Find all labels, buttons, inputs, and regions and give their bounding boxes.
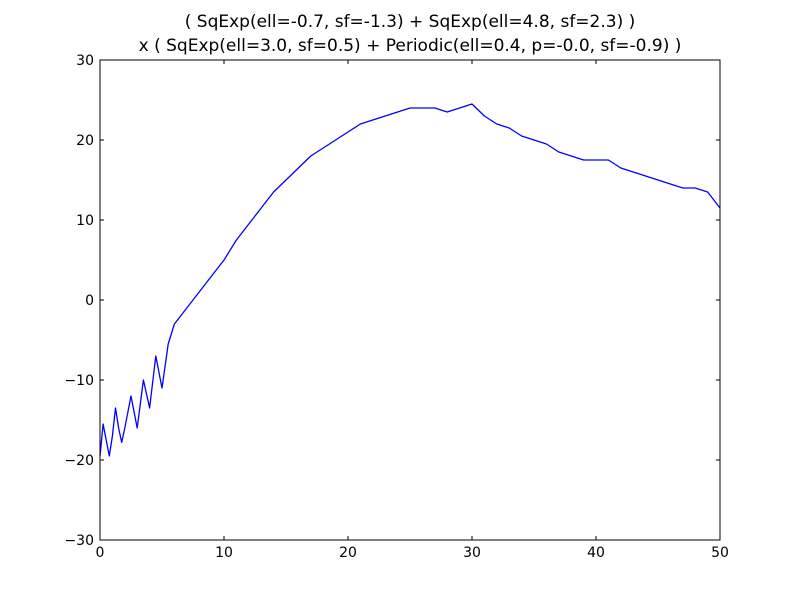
y-tick-label: −20 <box>64 453 94 469</box>
y-tick-label: 10 <box>76 213 94 229</box>
x-tick-label: 30 <box>463 545 481 561</box>
x-tick-label: 20 <box>339 545 357 561</box>
chart-title-line-2: x ( SqExp(ell=3.0, sf=0.5) + Periodic(el… <box>139 36 682 56</box>
series-line <box>99 103 721 457</box>
plot-area <box>99 59 721 541</box>
y-tick-label: −10 <box>64 373 94 389</box>
plot-frame <box>99 59 721 541</box>
y-tick-label: −30 <box>64 533 94 549</box>
x-tick-label: 10 <box>215 545 233 561</box>
x-tick-labels: 0 10 20 30 40 50 <box>96 545 729 561</box>
y-tick-labels: −30 −20 −10 0 10 20 30 <box>64 53 94 549</box>
x-tick-label: 50 <box>711 545 729 561</box>
x-tick-label: 40 <box>587 545 605 561</box>
plot-background <box>100 60 720 540</box>
x-tick-label: 0 <box>96 545 105 561</box>
y-tick-label: 20 <box>76 133 94 149</box>
y-tick-label: 0 <box>85 293 94 309</box>
chart-title-line-1: ( SqExp(ell=-0.7, sf=-1.3) + SqExp(ell=4… <box>185 12 636 32</box>
y-tick-label: 30 <box>76 53 94 69</box>
